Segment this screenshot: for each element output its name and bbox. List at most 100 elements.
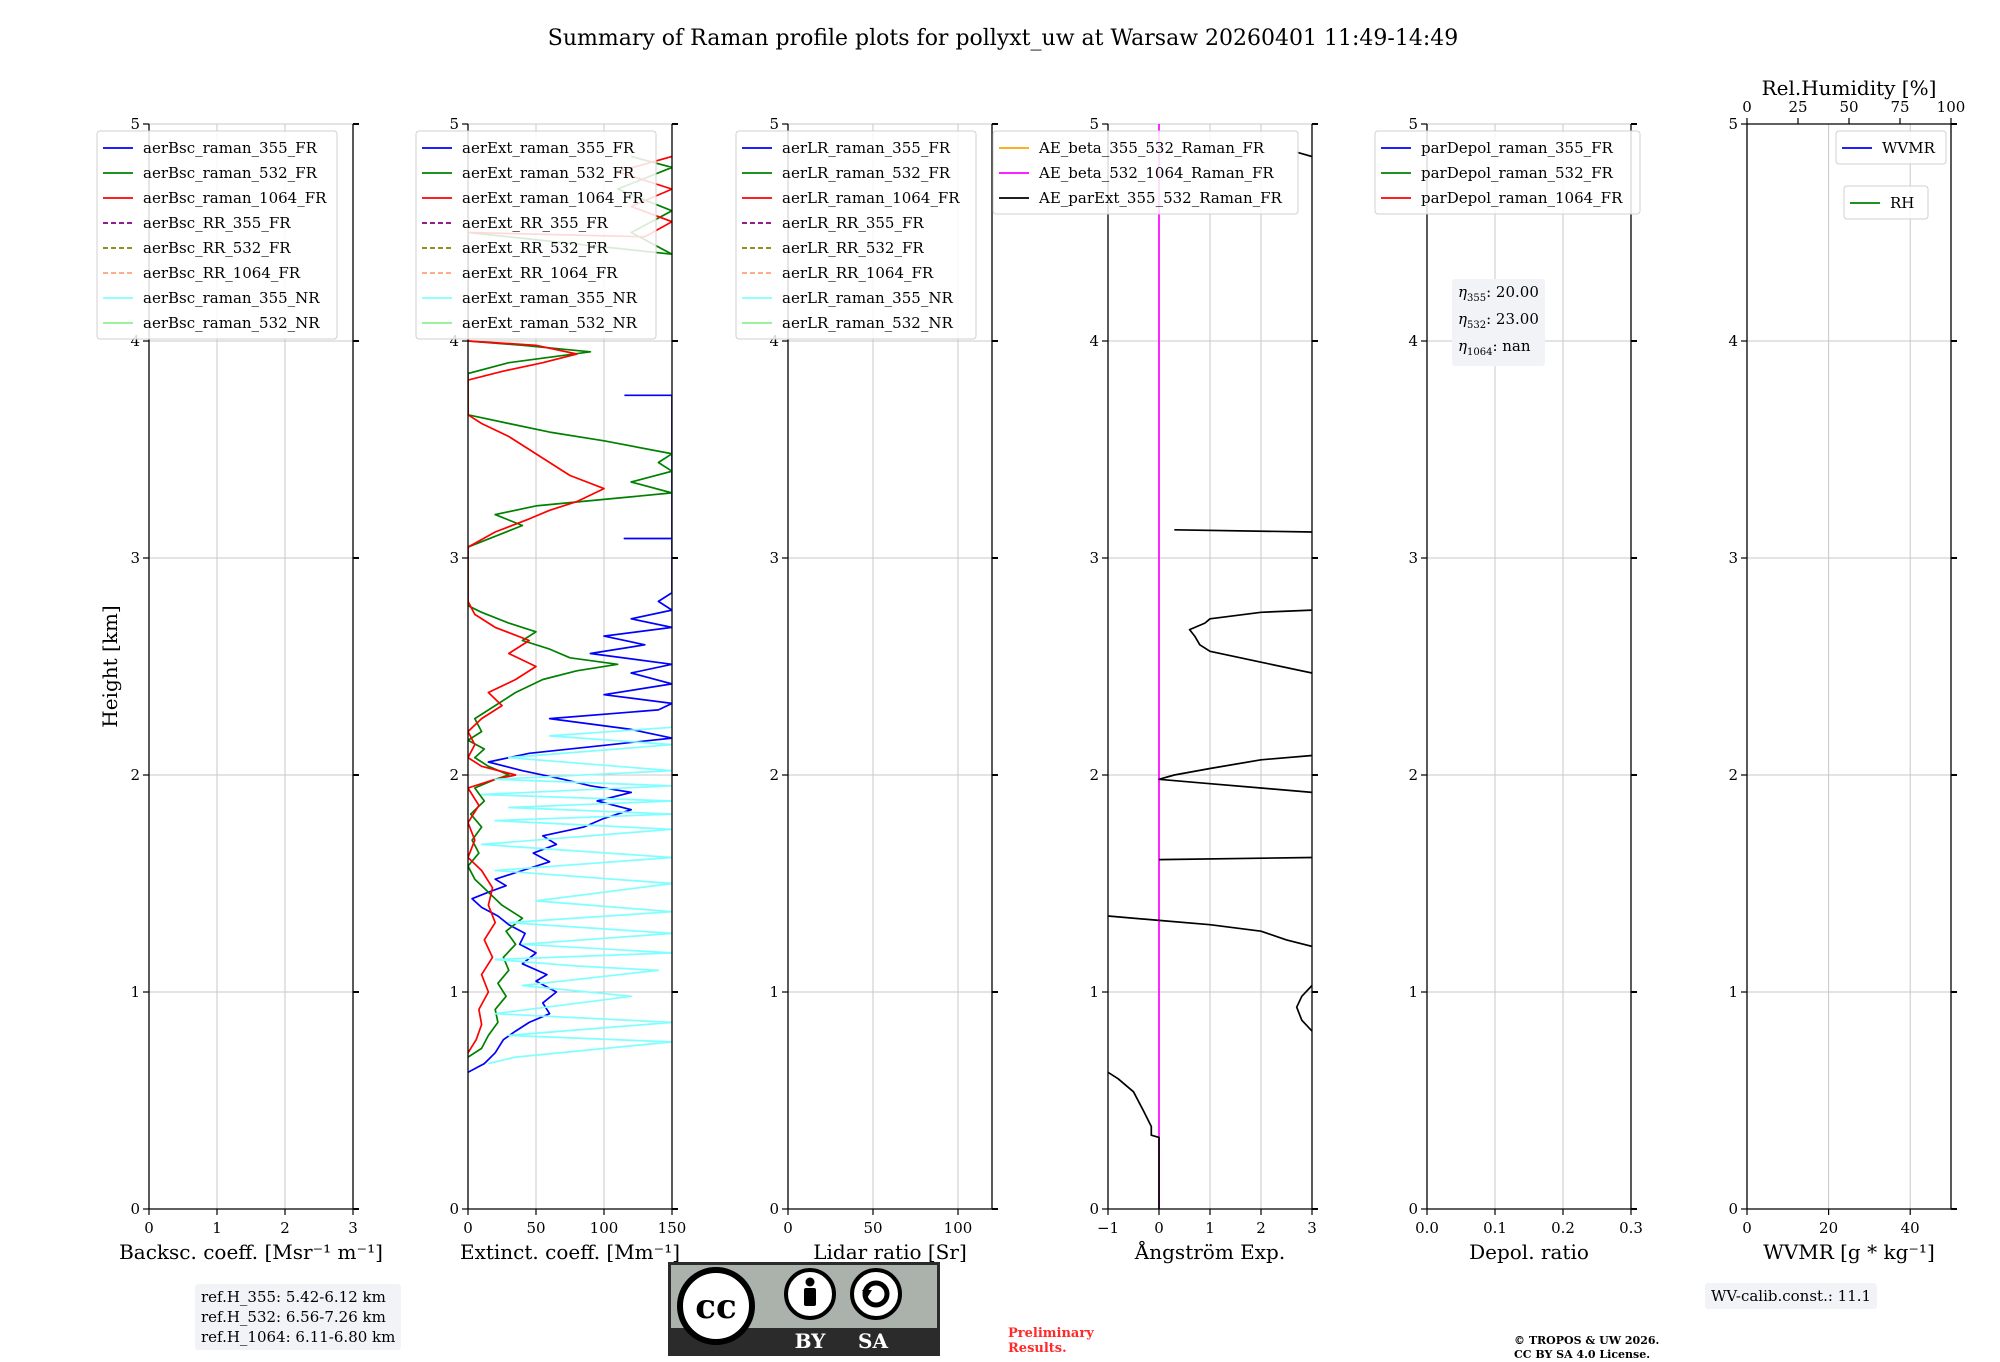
eta-355: : 20.00 [1486, 283, 1539, 301]
panel-ext: 0 50 100 150 0 1 2 3 4 5 Extinct. coeff. [Mm⁻¹] aer… [415, 115, 686, 1264]
copyright-line-2: CC BY SA 4.0 License. [1514, 1348, 1651, 1361]
legend-bsc: aerBsc_raman_355_FR aerBsc_raman_532_FRae… [96, 130, 338, 340]
series-line-AE_parExt_355_532_Raman_FR_b [1295, 984, 1312, 1032]
y-tick-label: 3 [1408, 549, 1418, 567]
x-tick-label: 100 [590, 1219, 619, 1237]
x-tick-label: 2 [1256, 1219, 1266, 1237]
y-tick-label: 1 [1728, 983, 1738, 1001]
legend-entry-label: aerBsc_RR_532_FR [143, 239, 291, 257]
series-line-aerExt_raman_355_FR [468, 394, 672, 1074]
top-axis-label: Rel.Humidity [%] [1762, 76, 1937, 100]
legend-wvmr: WVMR [1835, 130, 1947, 165]
legend-entry-label: AE_parExt_355_532_Raman_FR [1038, 189, 1283, 207]
sa-share-alike-icon [850, 1268, 902, 1320]
legend-lr: aerLR_raman_355_FR aerLR_raman_532_FR aerL… [735, 130, 977, 340]
legend-entry-label: aerBsc_raman_355_FR [143, 139, 318, 157]
y-tick-label: 3 [1089, 549, 1099, 567]
x-tick-label: 3 [1307, 1219, 1317, 1237]
legend-entry-label: WVMR [1882, 139, 1936, 157]
legend-entry-label: aerLR_raman_532_NR [782, 314, 953, 332]
y-tick-label: 4 [449, 332, 459, 350]
legend-entry-label: aerLR_raman_355_FR [782, 139, 951, 157]
y-tick-label: 4 [130, 332, 140, 350]
x-tick-label: −1 [1097, 1219, 1119, 1237]
series-group [468, 155, 672, 1074]
legend-entry-label: AE_beta_532_1064_Raman_FR [1038, 164, 1274, 182]
legend-rh: RH [1843, 185, 1929, 220]
y-tick-label: 4 [769, 332, 779, 350]
top-x-tick-label: 50 [1839, 98, 1858, 116]
y-tick-label: 0 [1728, 1200, 1738, 1218]
y-tick-label: 5 [1089, 115, 1099, 133]
eta-box: η355: 20.00 η532: 23.00 η1064: nan [1452, 279, 1545, 366]
y-tick-label: 0 [1408, 1200, 1418, 1218]
x-axis-label: Backsc. coeff. [Msr⁻¹ m⁻¹] [119, 1240, 383, 1264]
legend-entry-label: aerBsc_raman_355_NR [143, 289, 320, 307]
x-axis-label: Lidar ratio [Sr] [813, 1240, 967, 1264]
y-tick-label: 0 [449, 1200, 459, 1218]
series-line-AE_parExt_355_532_Raman_FR_e [1158, 754, 1312, 794]
y-tick-label: 5 [769, 115, 779, 133]
y-tick-label: 0 [769, 1200, 779, 1218]
legend-frame [1835, 130, 1947, 165]
x-tick-label: 50 [526, 1219, 545, 1237]
ref-height-532: ref.H_532: 6.56-7.26 km [201, 1308, 386, 1326]
legend-entry-label: parDepol_raman_1064_FR [1421, 189, 1623, 207]
x-tick-label: 0 [1742, 1219, 1752, 1237]
top-x-tick-label: 75 [1890, 98, 1909, 116]
legend-entry-label: aerExt_raman_355_FR [462, 139, 635, 157]
legend-entry-label: aerExt_raman_1064_FR [462, 189, 644, 207]
y-tick-label: 1 [130, 983, 140, 1001]
y-tick-label: 2 [769, 766, 779, 784]
series-line-aerExt_raman_1064_FR [468, 155, 672, 1054]
legend-entry-label: aerBsc_raman_532_NR [143, 314, 320, 332]
y-tick-label: 2 [449, 766, 459, 784]
x-tick-label: 0 [144, 1219, 154, 1237]
x-tick-label: 3 [348, 1219, 358, 1237]
y-tick-label: 2 [1408, 766, 1418, 784]
y-tick-label: 4 [1408, 332, 1418, 350]
legend-frame [1843, 185, 1929, 220]
y-tick-label: 4 [1089, 332, 1099, 350]
y-tick-label: 1 [449, 983, 459, 1001]
legend-ae: AE_beta_355_532_Raman_FR AE_beta_532_1064… [992, 130, 1299, 215]
sa-label: SA [858, 1329, 888, 1353]
y-tick-label: 2 [1728, 766, 1738, 784]
y-tick-label: 1 [1089, 983, 1099, 1001]
cc-logo-text: cc [695, 1287, 736, 1327]
legend-entry-label: aerExt_raman_532_FR [462, 164, 635, 182]
y-tick-label: 1 [769, 983, 779, 1001]
legend-entry-label: aerBsc_RR_355_FR [143, 214, 291, 232]
copyright-line-1: © TROPOS & UW 2026. [1514, 1334, 1660, 1347]
x-tick-label: 20 [1819, 1219, 1838, 1237]
x-tick-label: 0 [783, 1219, 793, 1237]
figure-title: Summary of Raman profile plots for polly… [548, 26, 1458, 51]
legend-frame [1374, 130, 1641, 215]
legend-entry-label: aerBsc_raman_1064_FR [143, 189, 327, 207]
legend-depol: parDepol_raman_355_FR parDepol_raman_532_… [1374, 130, 1641, 215]
copyright-note: © TROPOS & UW 2026. CC BY SA 4.0 License… [1514, 1334, 1659, 1362]
y-tick-label: 3 [1728, 549, 1738, 567]
top-x-tick-label: 100 [1937, 98, 1966, 116]
y-tick-label: 5 [1728, 115, 1738, 133]
legend-entry-label: aerLR_raman_532_FR [782, 164, 951, 182]
series-line-AE_parExt_355_532_Raman_FR [1108, 1071, 1160, 1209]
y-axis-label: Height [km] [98, 605, 122, 727]
legend-ext: aerExt_raman_355_FR aerExt_raman_532_FRae… [415, 130, 657, 340]
series-group [1108, 124, 1312, 1209]
legend-entry-label: aerLR_raman_1064_FR [782, 189, 960, 207]
legend-entry-label: aerExt_RR_1064_FR [462, 264, 618, 282]
eta-1064: : nan [1492, 337, 1531, 355]
ref-height-box: ref.H_355: 5.42-6.12 km ref.H_532: 6.56-… [195, 1284, 402, 1350]
y-tick-label: 3 [130, 549, 140, 567]
top-x-tick-label: 0 [1742, 98, 1752, 116]
preliminary-results-note: Preliminary Results. [1008, 1326, 1094, 1356]
legend-entry-label: parDepol_raman_532_FR [1421, 164, 1614, 182]
top-x-tick-label: 25 [1788, 98, 1807, 116]
eta-532: : 23.00 [1486, 310, 1539, 328]
x-tick-label: 0 [1154, 1219, 1164, 1237]
legend-frame [96, 130, 338, 340]
preliminary-line-2: Results. [1008, 1341, 1067, 1356]
x-tick-label: 40 [1901, 1219, 1920, 1237]
